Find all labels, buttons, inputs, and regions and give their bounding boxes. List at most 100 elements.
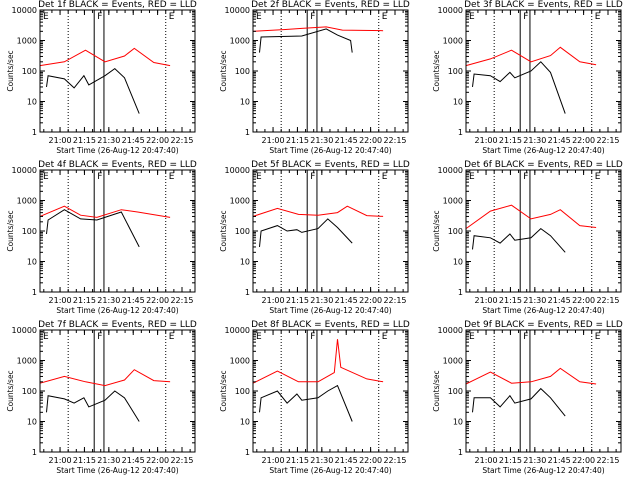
plot-title: Det 3f BLACK = Events, RED = LLD [464, 0, 623, 10]
x-axis-label: Start Time (26-Aug-12 20:47:40) [56, 466, 178, 475]
y-tick-label: 1000 [443, 37, 463, 46]
segment-label: E [469, 332, 475, 342]
plot-title: Det 8f BLACK = Events, RED = LLD [251, 320, 410, 330]
x-tick-label: 21:15 [73, 296, 96, 305]
detector-panel-4: Det 4f BLACK = Events, RED = LLD E F E 1 10 10… [6, 160, 197, 315]
x-tick-label: 22:15 [170, 136, 193, 145]
x-tick-label: 21:45 [122, 296, 145, 305]
y-tick-label: 10 [240, 418, 250, 427]
x-axis-label: Start Time (26-Aug-12 20:47:40) [269, 146, 391, 155]
y-tick-label: 10000 [438, 326, 463, 335]
events-series-line [472, 387, 566, 417]
y-tick-label: 1 [458, 288, 463, 297]
x-tick-label: 21:30 [310, 296, 333, 305]
x-tick-label: 22:00 [359, 296, 382, 305]
x-tick-label: 21:45 [548, 136, 571, 145]
detector-panel-5: Det 5f BLACK = Events, RED = LLD E F E 1 10 10… [219, 160, 410, 315]
y-tick-label: 1 [458, 128, 463, 137]
segment-label: E [169, 12, 175, 22]
events-series-line [472, 227, 566, 253]
events-series-line [259, 384, 353, 422]
x-tick-label: 21:30 [97, 456, 120, 465]
segment-label: F [97, 172, 102, 182]
y-tick-label: 1000 [17, 357, 37, 366]
y-tick-label: 1000 [230, 357, 250, 366]
x-axis-label: Start Time (26-Aug-12 20:47:40) [269, 306, 391, 315]
x-tick-label: 22:00 [359, 456, 382, 465]
lld-series-line [465, 367, 597, 385]
y-tick-label: 10 [453, 258, 463, 267]
detector-panel-9: Det 9f BLACK = Events, RED = LLD E F E 1 10 10… [432, 320, 623, 475]
y-tick-label: 1 [458, 448, 463, 457]
segment-label: E [595, 332, 601, 342]
x-tick-label: 21:15 [499, 296, 522, 305]
x-axis-label: Start Time (26-Aug-12 20:47:40) [56, 146, 178, 155]
x-tick-label: 21:15 [73, 456, 96, 465]
x-tick-label: 21:00 [475, 456, 498, 465]
y-tick-label: 10000 [225, 166, 250, 175]
segment-label: E [382, 12, 388, 22]
y-axis-label: Counts/sec [219, 50, 228, 91]
plot-title: Det 5f BLACK = Events, RED = LLD [251, 160, 410, 170]
segment-label: E [256, 172, 262, 182]
y-tick-label: 1 [32, 288, 37, 297]
y-tick-label: 10 [27, 418, 37, 427]
x-tick-label: 22:15 [170, 456, 193, 465]
lld-series-line [39, 47, 171, 67]
plot-title: Det 1f BLACK = Events, RED = LLD [38, 0, 197, 10]
x-tick-label: 21:15 [73, 136, 96, 145]
x-tick-label: 21:00 [262, 456, 285, 465]
x-tick-label: 21:00 [49, 136, 72, 145]
x-tick-label: 21:30 [310, 136, 333, 145]
x-tick-label: 22:00 [146, 456, 169, 465]
plot-frame [465, 9, 622, 133]
y-tick-label: 100 [22, 67, 37, 76]
x-tick-label: 22:15 [383, 296, 406, 305]
y-axis-label: Counts/sec [6, 210, 15, 251]
x-tick-label: 22:00 [146, 136, 169, 145]
lld-series-line [252, 339, 384, 384]
x-tick-label: 21:15 [286, 456, 309, 465]
segment-label: E [256, 332, 262, 342]
y-tick-label: 1000 [230, 197, 250, 206]
y-tick-label: 1000 [443, 197, 463, 206]
lld-series-line [465, 46, 597, 67]
detector-panel-1: Det 1f BLACK = Events, RED = LLD E F E 1 10 10… [6, 0, 197, 155]
segment-label: E [169, 172, 175, 182]
segment-label: E [169, 332, 175, 342]
x-tick-label: 22:15 [170, 296, 193, 305]
x-tick-label: 21:45 [548, 456, 571, 465]
segment-label: E [595, 172, 601, 182]
y-tick-label: 100 [235, 67, 250, 76]
x-tick-label: 22:15 [596, 136, 619, 145]
x-tick-label: 21:45 [335, 296, 358, 305]
y-tick-label: 10000 [438, 166, 463, 175]
x-tick-label: 21:45 [335, 456, 358, 465]
events-series-line [259, 28, 353, 53]
segment-label: F [310, 172, 315, 182]
x-tick-label: 21:00 [49, 296, 72, 305]
segment-label: E [43, 12, 49, 22]
y-axis-label: Counts/sec [219, 370, 228, 411]
segment-label: F [97, 12, 102, 22]
x-tick-label: 21:30 [310, 456, 333, 465]
y-tick-label: 1 [245, 288, 250, 297]
x-tick-label: 21:00 [475, 296, 498, 305]
events-series-line [259, 218, 353, 247]
segment-label: F [310, 332, 315, 342]
x-tick-label: 21:45 [122, 456, 145, 465]
plot-frame [39, 169, 196, 293]
x-tick-label: 21:15 [286, 296, 309, 305]
y-tick-label: 100 [448, 227, 463, 236]
x-tick-label: 21:15 [499, 456, 522, 465]
y-tick-label: 10 [240, 98, 250, 107]
segment-label: E [256, 12, 262, 22]
plot-frame [252, 9, 409, 133]
detector-panel-3: Det 3f BLACK = Events, RED = LLD E F E 1 10 10… [432, 0, 623, 155]
segment-label: F [310, 12, 315, 22]
segment-label: F [523, 12, 528, 22]
x-tick-label: 21:45 [335, 136, 358, 145]
y-tick-label: 100 [448, 67, 463, 76]
y-axis-label: Counts/sec [432, 50, 441, 91]
x-axis-label: Start Time (26-Aug-12 20:47:40) [482, 146, 604, 155]
